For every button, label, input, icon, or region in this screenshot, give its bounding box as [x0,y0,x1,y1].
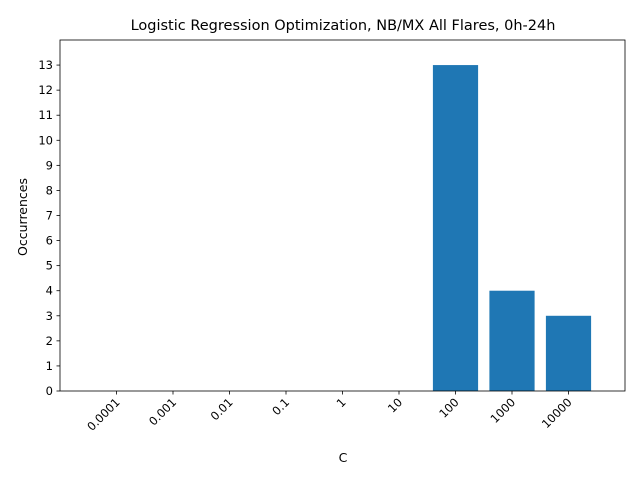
y-tick-label: 0 [46,384,53,398]
x-tick-label: 0.0001 [84,395,122,433]
x-tick-label: 100 [436,395,461,420]
y-tick-label: 6 [46,234,53,248]
chart-title: Logistic Regression Optimization, NB/MX … [131,18,556,34]
y-tick-label: 8 [46,183,53,197]
y-tick-label: 5 [46,259,53,273]
x-tick-label: 1 [334,395,349,410]
x-tick-label: 10 [385,395,405,415]
y-tick-label: 4 [46,284,53,298]
bar-100 [432,65,479,392]
y-tick-label: 2 [46,334,53,348]
y-tick-label: 12 [38,83,53,97]
x-tick-label: 0.01 [208,395,236,423]
x-tick-label: 0.1 [269,395,292,418]
y-axis-label: Occurrences [15,178,30,256]
x-tick-label: 0.001 [146,395,179,428]
y-tick-label: 9 [46,158,53,172]
x-tick-label: 1000 [488,395,519,426]
bar-10000 [545,315,592,391]
y-tick-label: 10 [38,133,53,147]
y-tick-label: 3 [46,309,53,323]
bar-1000 [489,290,535,391]
x-axis-label: C [339,450,348,465]
axes-frame [59,39,626,392]
y-tick-label: 7 [46,209,53,223]
y-tick-label: 1 [46,359,53,373]
x-tick-label: 10000 [539,395,575,431]
y-tick-label: 11 [38,108,53,122]
y-tick-label: 13 [38,58,53,72]
